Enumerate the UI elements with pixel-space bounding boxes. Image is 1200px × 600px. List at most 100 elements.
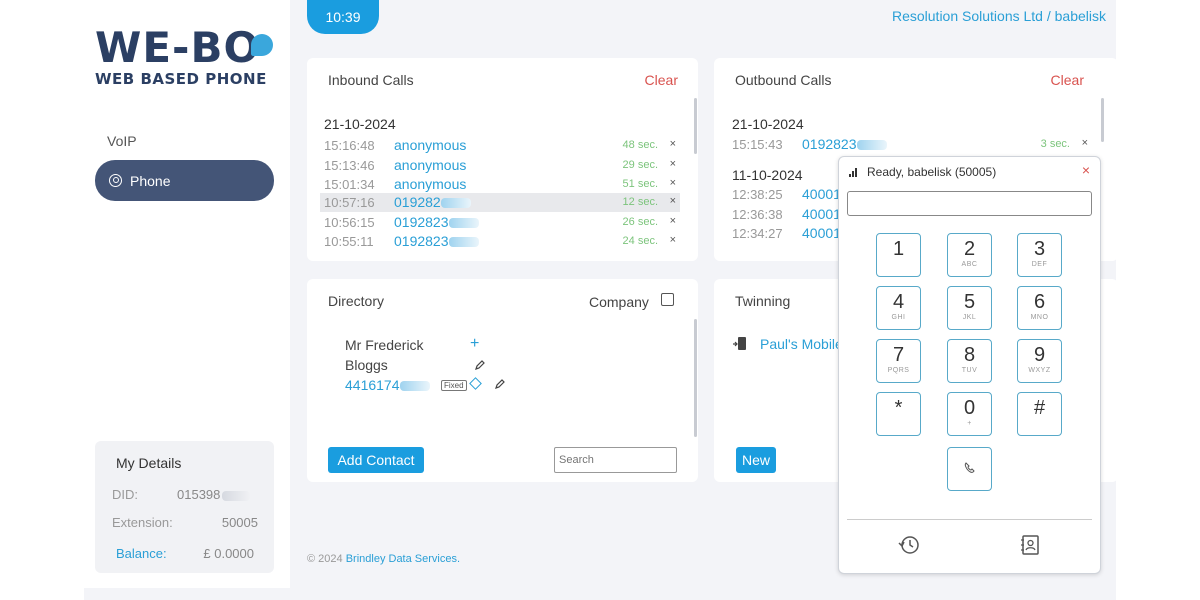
- outbound-clear-button[interactable]: Clear: [1050, 72, 1084, 88]
- remove-call-icon[interactable]: ×: [1081, 137, 1088, 149]
- dialer-close-button[interactable]: ×: [1081, 162, 1090, 178]
- key-digit: 3: [1033, 238, 1046, 260]
- inbound-call-row[interactable]: 10:56:15 0192823 26 sec. ×: [320, 213, 680, 232]
- add-contact-button[interactable]: Add Contact: [328, 447, 424, 473]
- logo-main-text: WE-BO: [95, 23, 261, 72]
- keypad-key[interactable]: 6 MNO: [1017, 286, 1062, 330]
- call-number[interactable]: 019282: [394, 194, 441, 210]
- directory-search-input[interactable]: [554, 447, 677, 473]
- call-time: 15:15:43: [732, 137, 783, 152]
- keypad-key[interactable]: *: [876, 392, 921, 436]
- call-duration: 3 sec.: [1040, 138, 1070, 150]
- remove-call-icon[interactable]: ×: [669, 234, 676, 246]
- outbound-call-row[interactable]: 15:15:43 0192823 3 sec. ×: [732, 135, 1092, 154]
- keypad-key[interactable]: 7 PQRS: [876, 339, 921, 383]
- redacted-blur: [440, 198, 471, 209]
- call-number-link[interactable]: anonymous: [394, 157, 466, 173]
- call-number-link[interactable]: 0192823: [802, 136, 887, 152]
- organization-user[interactable]: Resolution Solutions Ltd / babelisk: [891, 8, 1106, 24]
- key-letters: TUV: [961, 367, 978, 374]
- keypad-key[interactable]: 0 +: [947, 392, 992, 436]
- keypad-key[interactable]: 4 GHI: [876, 286, 921, 330]
- call-number-link[interactable]: 019282: [394, 194, 471, 210]
- call-number[interactable]: 0192823: [394, 214, 449, 230]
- call-number-link[interactable]: anonymous: [394, 137, 466, 153]
- keypad-key[interactable]: 9 WXYZ: [1017, 339, 1062, 383]
- footer-company-link[interactable]: Brindley Data Services.: [345, 553, 461, 565]
- call-number[interactable]: 40001: [802, 206, 841, 222]
- call-history-icon[interactable]: [898, 534, 920, 556]
- redacted-blur: [399, 381, 430, 392]
- remove-call-icon[interactable]: ×: [669, 195, 676, 207]
- dial-diamond-icon[interactable]: [469, 377, 482, 390]
- add-number-icon[interactable]: +: [470, 335, 480, 352]
- inbound-call-row[interactable]: 15:16:48 anonymous 48 sec. ×: [320, 136, 680, 155]
- keypad-key[interactable]: 1: [876, 233, 921, 277]
- inbound-call-row[interactable]: 10:57:16 019282 12 sec. ×: [320, 193, 680, 212]
- edit-contact-icon[interactable]: [474, 359, 486, 371]
- call-number-link[interactable]: anonymous: [394, 176, 466, 192]
- outbound-scrollbar[interactable]: [1101, 98, 1104, 142]
- contacts-book-icon[interactable]: [1019, 534, 1041, 556]
- inbound-call-row[interactable]: 15:01:34 anonymous 51 sec. ×: [320, 175, 680, 194]
- call-number[interactable]: 0192823: [394, 233, 449, 249]
- dial-number-input[interactable]: [847, 191, 1092, 216]
- inbound-calls-title: Inbound Calls: [328, 72, 414, 88]
- directory-scrollbar[interactable]: [694, 319, 697, 437]
- keypad-key[interactable]: 3 DEF: [1017, 233, 1062, 277]
- remove-call-icon[interactable]: ×: [669, 177, 676, 189]
- edit-number-icon[interactable]: [494, 378, 506, 390]
- balance-label[interactable]: Balance:: [116, 546, 167, 561]
- inbound-call-row[interactable]: 10:55:11 0192823 24 sec. ×: [320, 232, 680, 251]
- redacted-blur: [856, 140, 887, 151]
- logo-bubble-icon: [251, 34, 273, 56]
- call-number-link[interactable]: 40001: [802, 206, 841, 222]
- nav-item-phone[interactable]: Phone: [95, 160, 274, 201]
- key-letters: MNO: [1030, 314, 1049, 321]
- call-number[interactable]: anonymous: [394, 176, 467, 192]
- call-number[interactable]: anonymous: [394, 137, 467, 153]
- call-number-link[interactable]: 0192823: [394, 233, 479, 249]
- key-digit: 0: [963, 397, 976, 419]
- call-number-link[interactable]: 40001: [802, 225, 841, 241]
- keypad-key[interactable]: 5 JKL: [947, 286, 992, 330]
- redacted-blur: [448, 237, 479, 248]
- outbound-call-row[interactable]: 12:34:27 40001: [732, 224, 1092, 243]
- call-time: 15:01:34: [324, 177, 375, 192]
- new-twinning-button[interactable]: New: [736, 447, 776, 473]
- inbound-date: 21-10-2024: [324, 116, 396, 132]
- call-number[interactable]: 40001: [802, 225, 841, 241]
- keypad-key[interactable]: #: [1017, 392, 1062, 436]
- inbound-clear-button[interactable]: Clear: [644, 72, 678, 88]
- company-checkbox[interactable]: [661, 293, 674, 306]
- call-number[interactable]: anonymous: [394, 157, 467, 173]
- key-digit: 8: [963, 344, 976, 366]
- call-number-link[interactable]: 0192823: [394, 214, 479, 230]
- outbound-call-row[interactable]: 12:36:38 40001: [732, 205, 1092, 224]
- inbound-call-row[interactable]: 15:13:46 anonymous 29 sec. ×: [320, 156, 680, 175]
- user-circle-icon: [109, 174, 122, 187]
- keypad-key[interactable]: 8 TUV: [947, 339, 992, 383]
- keypad-key[interactable]: 2 ABC: [947, 233, 992, 277]
- call-button[interactable]: [947, 447, 992, 491]
- twinning-device-link[interactable]: Paul's Mobile: [760, 336, 843, 352]
- call-time: 12:36:38: [732, 207, 783, 222]
- call-number[interactable]: 40001: [802, 186, 841, 202]
- key-digit: #: [1033, 397, 1046, 419]
- key-digit: 6: [1033, 291, 1046, 313]
- phone-icon: [964, 462, 975, 473]
- contact-number[interactable]: 4416174: [345, 377, 430, 393]
- call-number-link[interactable]: 40001: [802, 186, 841, 202]
- outbound-call-row[interactable]: 12:38:25 40001: [732, 185, 1092, 204]
- inbound-scrollbar[interactable]: [694, 98, 697, 154]
- contact-last-name: Bloggs: [345, 357, 388, 373]
- call-time: 10:55:11: [324, 234, 374, 249]
- key-digit: 9: [1033, 344, 1046, 366]
- did-label: DID:: [112, 487, 138, 502]
- remove-call-icon[interactable]: ×: [669, 158, 676, 170]
- remove-call-icon[interactable]: ×: [669, 215, 676, 227]
- fixed-tag: Fixed: [441, 380, 467, 391]
- remove-call-icon[interactable]: ×: [669, 138, 676, 150]
- contact-number-text[interactable]: 4416174: [345, 377, 400, 393]
- call-number[interactable]: 0192823: [802, 136, 857, 152]
